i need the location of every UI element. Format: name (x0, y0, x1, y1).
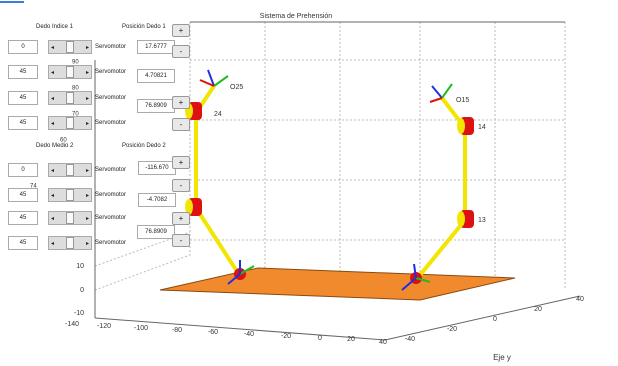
servo-input[interactable]: 45 (8, 236, 38, 250)
servo-slider[interactable]: ◂▸ (48, 188, 92, 202)
panel-header: Dedo Medio 2 (36, 141, 106, 151)
y-tick-label: 0 (493, 316, 497, 323)
y-tick-label: 20 (534, 306, 542, 313)
y-axis-label: Eje y (493, 353, 511, 362)
figure-bg (0, 0, 618, 366)
servo-input[interactable]: 45 (8, 65, 38, 79)
servo-slider[interactable]: ◂▸ (48, 116, 92, 130)
servo-input[interactable]: 45 (8, 188, 38, 202)
servo-slider[interactable]: ◂▸ (48, 211, 92, 225)
servo-input[interactable]: 0 (8, 163, 38, 177)
servo-input[interactable]: 45 (8, 116, 38, 130)
servo-label: Servomotor (95, 165, 135, 175)
adjust-button[interactable]: - (172, 45, 190, 58)
node-label: 13 (478, 217, 486, 224)
x-tick-label: -100 (134, 325, 148, 332)
servo-slider[interactable]: ◂▸ (48, 91, 92, 105)
servo-label: Servomotor (95, 238, 135, 248)
position-value: -4.7082 (138, 193, 176, 207)
x-tick-label: -120 (97, 323, 111, 330)
x-tick-label: 40 (379, 339, 387, 346)
node-label: O25 (230, 84, 243, 91)
adjust-button[interactable]: + (172, 212, 190, 225)
adjust-button[interactable]: + (172, 24, 190, 37)
position-value: 76.8909 (137, 225, 175, 239)
adjust-button[interactable]: + (172, 96, 190, 109)
servo-label: Servomotor (95, 42, 135, 52)
z-tick-label: -10 (74, 310, 84, 317)
x-tick-label: -60 (208, 329, 218, 336)
servo-input[interactable]: 45 (8, 211, 38, 225)
x-tick-label: -20 (281, 333, 291, 340)
servo-label: Servomotor (95, 93, 135, 103)
servo-label: Servomotor (95, 190, 135, 200)
x-tick-label: -140 (65, 321, 79, 328)
position-header: Posición Dedo 2 (122, 141, 192, 151)
servo-slider[interactable]: ◂▸ (48, 236, 92, 250)
adjust-button[interactable]: - (172, 118, 190, 131)
servo-label: Servomotor (95, 118, 135, 128)
servo-slider[interactable]: ◂▸ (48, 40, 92, 54)
position-value: -116.670 (138, 161, 176, 175)
y-tick-label: 40 (576, 296, 584, 303)
servo-label: Servomotor (95, 67, 135, 77)
adjust-button[interactable]: + (172, 156, 190, 169)
x-tick-label: -80 (172, 327, 182, 334)
plot-canvas: Sistema de Prehensión100-10-140-120-100-… (0, 0, 618, 366)
x-tick-label: 0 (318, 335, 322, 342)
servo-input[interactable]: 0 (8, 40, 38, 54)
adjust-button[interactable]: - (172, 234, 190, 247)
node-label: O15 (456, 97, 469, 104)
servo-input[interactable]: 45 (8, 91, 38, 105)
servo-slider[interactable]: ◂▸ (48, 163, 92, 177)
servo-slider[interactable]: ◂▸ (48, 65, 92, 79)
position-value: 4.70821 (137, 69, 175, 83)
z-tick-label: 10 (76, 263, 84, 270)
node-label: 24 (214, 111, 222, 118)
servo-label: Servomotor (95, 213, 135, 223)
x-tick-label: 20 (347, 336, 355, 343)
plot-title: Sistema de Prehensión (260, 13, 332, 20)
y-tick-label: -20 (447, 326, 457, 333)
x-tick-label: -40 (244, 331, 254, 338)
panel-header: Dedo Indice 1 (36, 22, 106, 32)
z-tick-label: 0 (80, 287, 84, 294)
y-tick-label: -40 (405, 336, 415, 343)
position-value: 17.6777 (137, 40, 175, 54)
adjust-button[interactable]: - (172, 179, 190, 192)
node-label: 14 (478, 124, 486, 131)
position-value: 76.8909 (137, 99, 175, 113)
matlab-window: Sistema de Prehensión100-10-140-120-100-… (0, 0, 618, 366)
